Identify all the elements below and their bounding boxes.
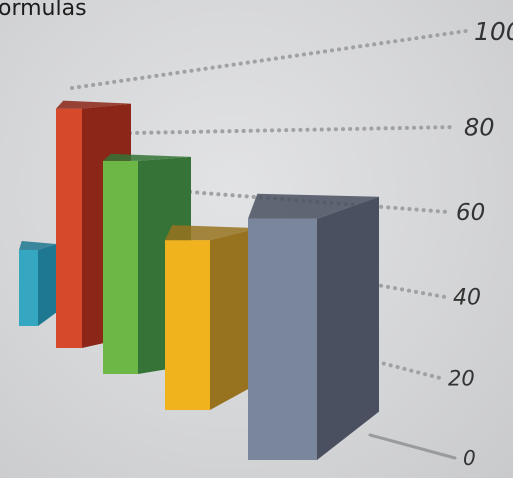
chart-title: ormulas [0, 0, 87, 21]
y-tick-label: 20 [448, 366, 475, 390]
y-tick-label: 40 [453, 286, 481, 311]
bar-front-face [248, 218, 317, 460]
bar-top-face [165, 225, 258, 241]
y-tick-label: 60 [456, 200, 485, 226]
y-tick-label: 80 [464, 113, 495, 141]
bar-top-face [248, 193, 379, 219]
gridline [128, 125, 458, 135]
y-tick-label: 100 [474, 17, 513, 46]
bar-side-face [317, 196, 379, 461]
gridline [368, 433, 457, 460]
bar-top-face [19, 241, 56, 250]
bar-front-face [103, 160, 138, 374]
gridline [368, 358, 442, 380]
bar-front-face [56, 108, 82, 348]
bar [19, 241, 56, 326]
bar [248, 193, 379, 461]
bar-top-face [56, 100, 131, 109]
bar-front-face [165, 240, 210, 410]
bar-top-face [103, 153, 191, 161]
bar-side-face [210, 228, 258, 410]
y-tick-label: 0 [463, 446, 476, 470]
bar-front-face [19, 250, 38, 326]
gridline [70, 29, 468, 90]
bar [165, 225, 258, 410]
bar-side-face [38, 244, 56, 326]
